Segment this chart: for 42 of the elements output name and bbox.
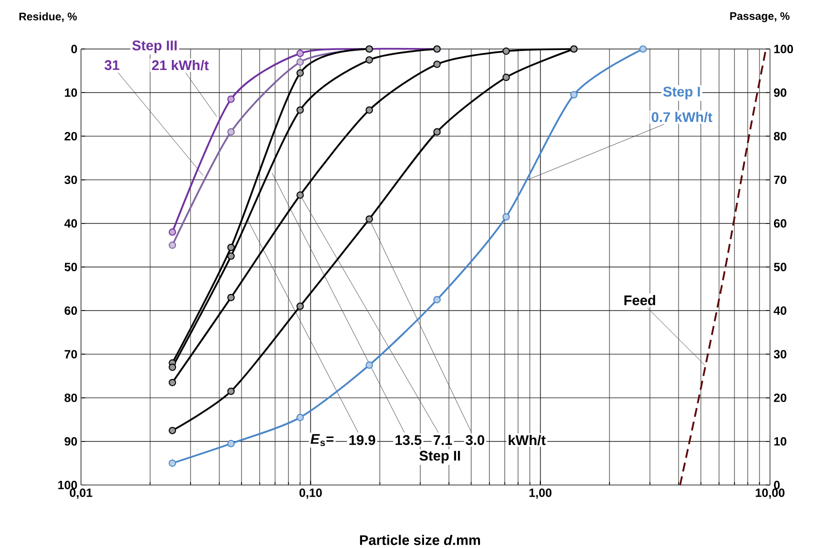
- y2-tick-label: 50: [774, 262, 786, 272]
- y-axis-title: Residue, %: [19, 12, 77, 22]
- annotation: 0.7 kWh/t: [652, 112, 712, 122]
- annotation: E$_{s}$=: [310, 434, 334, 446]
- annotation: Step II: [419, 450, 460, 464]
- annotation: 13.5: [396, 435, 422, 446]
- x-tick-label: 10,00: [756, 488, 784, 499]
- y-tick-label: 70: [64, 350, 77, 358]
- y-tick-label: 80: [64, 394, 77, 402]
- x-tick-label: 0,10: [300, 488, 322, 499]
- y-tick-label: 40: [64, 219, 77, 228]
- y-tick-label: 0: [71, 44, 77, 54]
- y2-tick-label: 20: [774, 394, 786, 402]
- y2-tick-label: 30: [774, 350, 786, 358]
- x-axis-title: Particle size d.mm: [360, 534, 480, 546]
- y-tick-label: 50: [64, 262, 77, 272]
- y-tick-label: 10: [64, 88, 77, 97]
- annotation: Step I: [663, 86, 700, 100]
- y2-tick-label: 0: [774, 480, 780, 490]
- y2-tick-label: 40: [774, 306, 786, 315]
- y2-tick-label: 10: [774, 437, 786, 446]
- y2-tick-label: 90: [774, 88, 786, 97]
- x-tick-label: 1,00: [529, 488, 552, 499]
- y-tick-label: 60: [64, 306, 77, 315]
- y2-tick-label: 70: [774, 176, 786, 184]
- annotation: 3.0: [466, 435, 484, 446]
- annotation: Step III: [132, 40, 177, 54]
- annotation: 31: [104, 60, 120, 70]
- y-tick-label: 30: [64, 176, 77, 184]
- annotation: 7.1: [434, 435, 452, 445]
- y2-tick-label: 60: [774, 219, 786, 228]
- annotation: Feed: [624, 295, 656, 306]
- y-tick-label: 100: [58, 480, 77, 490]
- annotation: 19.9: [349, 435, 376, 446]
- y2-tick-label: 80: [774, 132, 786, 140]
- annotation: 21 kWh/t: [152, 60, 209, 70]
- annotation: kWh/t: [508, 434, 546, 446]
- y2-axis-title: Passage, %: [730, 12, 790, 22]
- y2-tick-label: 100: [774, 44, 793, 54]
- y-tick-label: 20: [64, 132, 77, 140]
- x-tick-label: 0,01: [70, 488, 92, 499]
- y-tick-label: 90: [64, 437, 77, 446]
